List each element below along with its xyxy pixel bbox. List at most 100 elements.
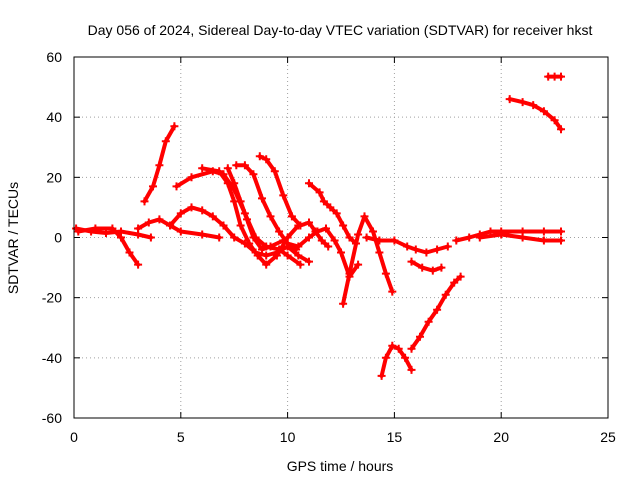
data-point (155, 215, 164, 224)
data-point (279, 191, 288, 200)
series-arc-16 (407, 257, 446, 275)
y-tick-label: 20 (46, 169, 62, 185)
data-point (557, 227, 565, 236)
data-point (322, 224, 330, 233)
data-point (375, 236, 384, 245)
data-point (236, 221, 245, 230)
data-point (240, 161, 249, 170)
data-point (529, 101, 538, 110)
data-point (283, 251, 292, 260)
series-line (409, 259, 444, 273)
data-point (176, 209, 185, 218)
data-point (557, 72, 565, 81)
data-point (411, 245, 420, 254)
data-point (381, 353, 390, 362)
data-point (283, 239, 292, 248)
data-point (305, 257, 313, 266)
data-point (272, 251, 281, 260)
series-line (257, 154, 331, 249)
data-point (161, 137, 170, 146)
series-arc-19 (475, 230, 565, 245)
series-line (234, 163, 299, 252)
data-point (215, 233, 224, 242)
data-point (187, 203, 196, 212)
data-point (324, 242, 333, 251)
data-point (418, 263, 427, 272)
x-tick-label: 15 (387, 429, 403, 445)
data-point (345, 233, 354, 242)
data-point (388, 341, 397, 350)
data-point (505, 95, 514, 104)
data-point (266, 242, 275, 251)
data-point (243, 215, 251, 224)
series-arc-17 (407, 272, 465, 353)
ticks (73, 56, 609, 419)
data-point (362, 233, 371, 242)
data-point (245, 239, 254, 248)
data-point (339, 299, 348, 308)
data-point (230, 233, 239, 242)
data-point (443, 242, 452, 251)
data-point (262, 155, 271, 164)
data-point (377, 371, 386, 380)
data-point (305, 233, 313, 242)
data-point (140, 197, 149, 206)
data-point (354, 230, 363, 239)
data-point (258, 194, 266, 203)
y-tick-label: 60 (46, 49, 62, 65)
series-arc-2 (74, 224, 143, 269)
data-point (294, 242, 303, 251)
data-point (91, 224, 100, 233)
data-point (433, 305, 442, 314)
y-tick-label: -60 (42, 410, 62, 426)
data-point (428, 266, 437, 275)
data-point (450, 278, 459, 287)
data-point (258, 245, 266, 254)
data-point (208, 212, 217, 221)
data-point (255, 152, 264, 161)
series-arc-15 (362, 233, 452, 257)
data-point (433, 245, 442, 254)
data-point (319, 197, 328, 206)
x-tick-label: 25 (600, 429, 616, 445)
y-tick-label: 40 (46, 109, 62, 125)
y-tick-label: -40 (42, 350, 62, 366)
data-point (230, 179, 239, 188)
series-arc-20 (505, 95, 565, 134)
tick-labels: 0 5 10 15 20 25 -60 -40 -20 0 20 40 60 (42, 49, 616, 445)
data-point (236, 197, 245, 206)
x-axis-label: GPS time / hours (287, 458, 394, 474)
data-point (170, 122, 179, 131)
data-point (134, 224, 143, 233)
data-point (390, 236, 399, 245)
data-point (465, 233, 474, 242)
data-point (407, 344, 416, 353)
x-tick-label: 20 (493, 429, 509, 445)
data-point (394, 344, 403, 353)
data-point (326, 203, 335, 212)
data-point (388, 287, 397, 296)
series-arc-10 (255, 152, 333, 251)
data-point (441, 290, 450, 299)
data-point (149, 182, 157, 191)
data-point (354, 260, 363, 269)
data-point (198, 230, 207, 239)
data-point (125, 248, 134, 257)
data-point (294, 251, 303, 260)
data-point (375, 248, 384, 257)
data-point (176, 227, 185, 236)
data-point (550, 116, 559, 125)
data-point (345, 269, 354, 278)
data-point (296, 260, 305, 269)
data-point (262, 260, 271, 269)
data-point (108, 224, 117, 233)
data-point (270, 167, 279, 176)
y-tick-label: 0 (54, 230, 62, 246)
data-point (223, 164, 232, 173)
data-point (117, 233, 125, 242)
data-point (407, 257, 416, 266)
data-point (557, 236, 565, 245)
data-point (539, 227, 548, 236)
x-tick-label: 10 (280, 429, 296, 445)
data-point (144, 218, 153, 227)
